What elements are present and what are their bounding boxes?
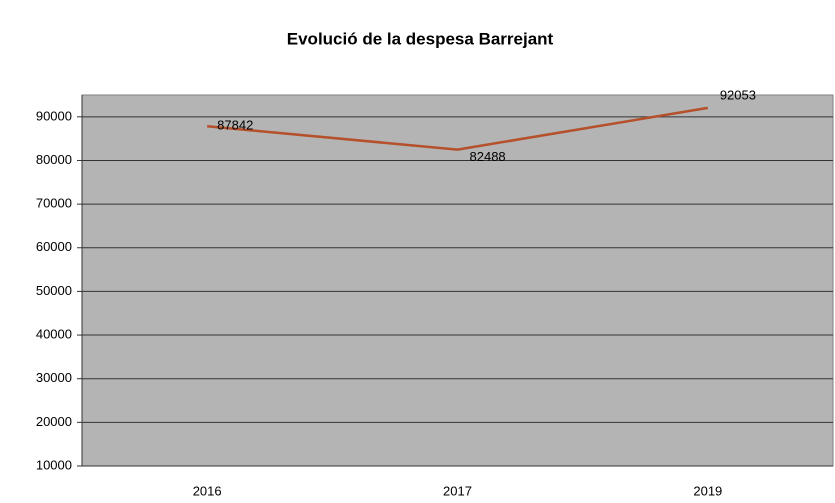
y-tick-label: 40000 — [36, 326, 72, 341]
line — [207, 106, 709, 151]
x-tick-label: 2016 — [193, 483, 222, 498]
y-tick-label: 10000 — [36, 457, 72, 472]
x-tick-label: 2019 — [693, 483, 722, 498]
y-tick-label: 30000 — [36, 370, 72, 385]
y-tick-label: 20000 — [36, 414, 72, 429]
chart-title: Evolució de la despesa Barrejant — [287, 29, 554, 48]
y-tick-label: 60000 — [36, 239, 72, 254]
plot-area — [81, 94, 834, 467]
y-tick-label: 90000 — [36, 108, 72, 123]
y-tick-label: 50000 — [36, 283, 72, 298]
data-label: 92053 — [720, 87, 756, 102]
y-tick-label: 80000 — [36, 152, 72, 167]
data-label: 87842 — [217, 118, 253, 133]
y-tick-label: 70000 — [36, 196, 72, 211]
x-tick-label: 2017 — [443, 483, 472, 498]
data-label: 82488 — [470, 149, 506, 164]
